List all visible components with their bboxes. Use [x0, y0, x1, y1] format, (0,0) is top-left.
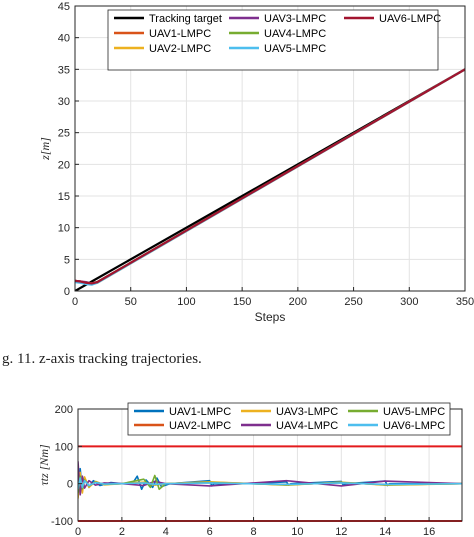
axes-box	[74, 5, 466, 292]
x-tick-label: 0	[72, 296, 78, 308]
x-tick-label: 300	[400, 296, 418, 308]
legend-box	[107, 9, 439, 71]
series-group	[78, 461, 462, 499]
series-line-tracking-target	[75, 68, 465, 291]
x-tick-label: 10	[291, 526, 303, 537]
y-tick-label: 25	[58, 128, 70, 140]
x-tick-label: 4	[163, 526, 169, 537]
figure-caption: g. 11. z-axis tracking trajectories.	[2, 351, 202, 367]
legend-entry: UAV6-LMPC	[379, 13, 441, 25]
legend-entry: UAV4-LMPC	[276, 420, 338, 432]
x-tick-label: 200	[289, 296, 307, 308]
y-tick-label: 45	[58, 1, 70, 13]
y-tick-label: 20	[58, 159, 70, 171]
x-tick-label: 16	[423, 526, 435, 537]
legend-entry: UAV3-LMPC	[276, 406, 338, 418]
y-tick-label: 5	[64, 254, 70, 266]
x-tick-label: 100	[177, 296, 195, 308]
legend-entry: UAV5-LMPC	[264, 43, 326, 55]
x-tick-label: 14	[379, 526, 391, 537]
series-group	[75, 68, 465, 291]
x-tick-label: 150	[233, 296, 251, 308]
legend-entry: UAV5-LMPC	[383, 406, 445, 418]
x-tick-label: 250	[344, 296, 362, 308]
z-axis-tracking-plot: 0 50 100 150 200 250 300 350 0 5 10 15 20 25 30 35 40 45 S…	[38, 1, 474, 324]
legend-box	[127, 402, 451, 436]
y-tick-label: 15	[58, 191, 70, 203]
x-tick-label: 2	[119, 526, 125, 537]
series-line-uav6-lmpc	[78, 477, 462, 490]
legend-entry: Tracking target	[149, 13, 222, 25]
y-tick-label: 100	[55, 441, 73, 453]
x-tick-label: 12	[335, 526, 347, 537]
legend-entry: UAV3-LMPC	[264, 13, 326, 25]
x-tick-label: 350	[456, 296, 474, 308]
y-tick-label: 30	[58, 96, 70, 108]
y-axis-label: z[m]	[38, 137, 52, 161]
legend-entry: UAV1-LMPC	[169, 406, 231, 418]
x-tick-label: 6	[207, 526, 213, 537]
legend-entry: UAV2-LMPC	[169, 420, 231, 432]
x-tick-label: 50	[125, 296, 137, 308]
legend-entry: UAV4-LMPC	[264, 28, 326, 40]
y-tick-label: -100	[51, 516, 73, 528]
series-line-uav6-lmpc	[75, 68, 465, 285]
y-tick-label: 200	[55, 404, 73, 416]
y-tick-label: 10	[58, 223, 70, 235]
y-axis-label: τtz [Nm]	[37, 444, 51, 486]
legend-entry: UAV6-LMPC	[383, 420, 445, 432]
x-tick-label: 8	[250, 526, 256, 537]
y-tick-label: 0	[67, 479, 73, 491]
y-tick-label: 40	[58, 33, 70, 45]
y-tick-label: 35	[58, 64, 70, 76]
x-tick-label: 0	[75, 526, 81, 537]
legend-entry: UAV1-LMPC	[149, 28, 211, 40]
x-axis-label: Steps	[255, 310, 286, 324]
y-tick-label: 0	[64, 286, 70, 298]
legend-entry: UAV2-LMPC	[149, 43, 211, 55]
